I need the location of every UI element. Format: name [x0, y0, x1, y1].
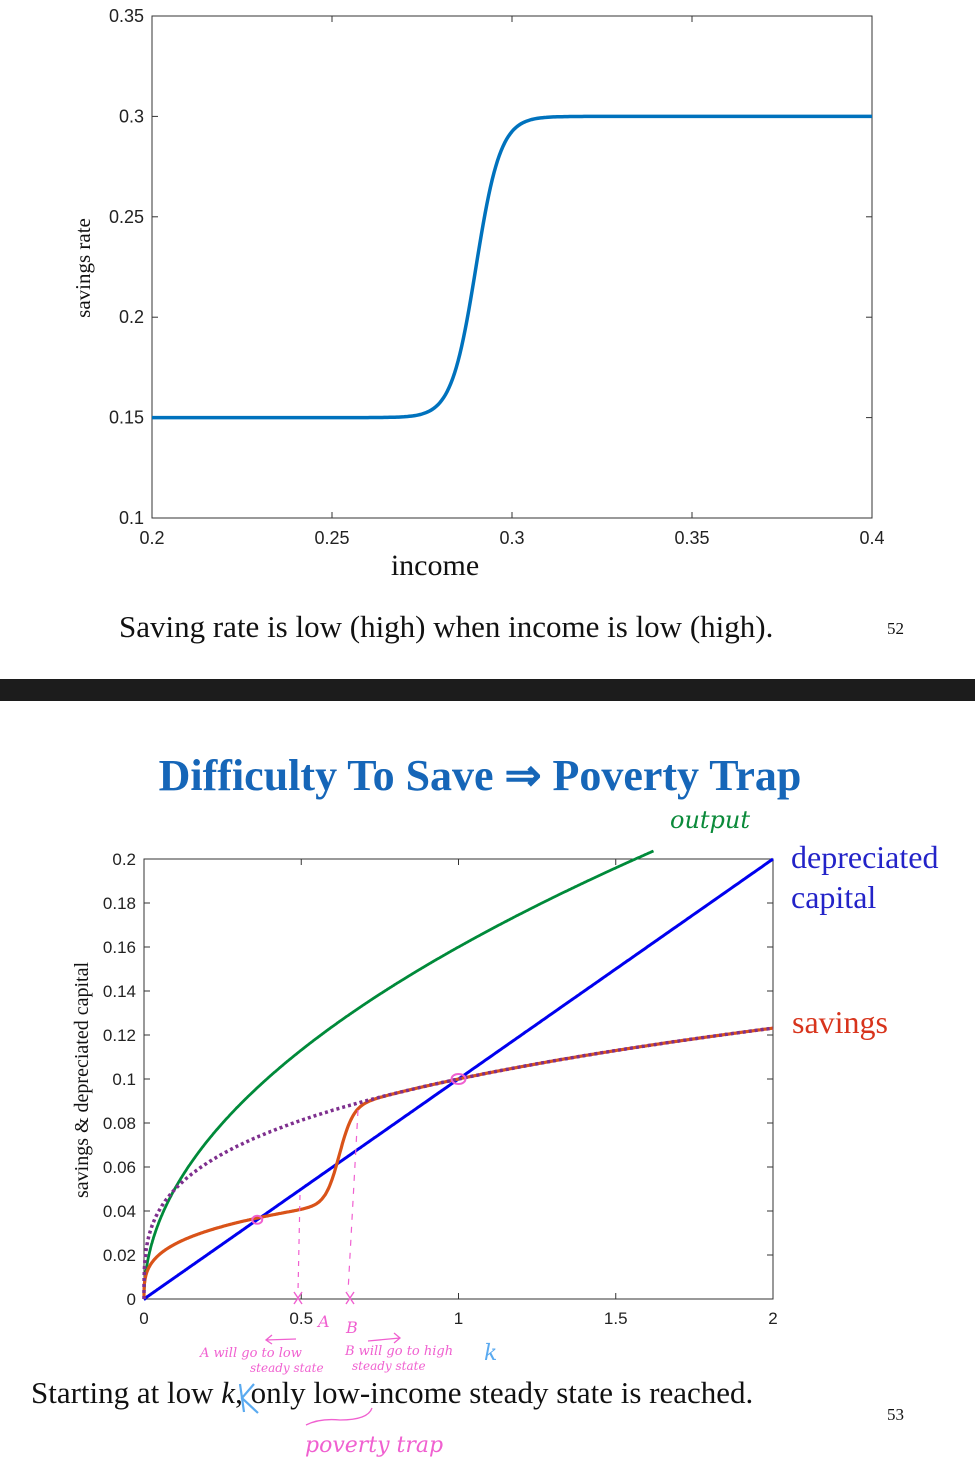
y-tick-label: 0.1	[119, 508, 144, 528]
annotation-B: B	[345, 1318, 358, 1337]
legend-depreciated-capital: capital	[791, 879, 876, 915]
slide2-title: Difficulty To Save ⇒ Poverty Trap	[158, 751, 802, 800]
x-tick-label: 0.35	[674, 528, 709, 548]
y-tick-label: 0.04	[103, 1202, 136, 1221]
slide1-page-number: 52	[887, 619, 904, 638]
slide-divider	[0, 679, 975, 701]
y-tick-label: 0.18	[103, 894, 136, 913]
savings-potential-dotted-line	[142, 1026, 774, 1299]
brace-icon	[305, 1407, 373, 1426]
y-tick-label: 0.12	[103, 1026, 136, 1045]
annotation-B-note-2: steady state	[352, 1359, 426, 1373]
legend-savings: savings	[792, 1004, 888, 1040]
savings-line	[142, 1026, 774, 1299]
arrow-left-icon	[264, 1334, 297, 1345]
y-tick-label: 0.35	[109, 6, 144, 26]
y-tick-label: 0	[127, 1290, 136, 1309]
x-axis-label: income	[391, 549, 479, 582]
y-tick-label: 0.1	[112, 1070, 136, 1089]
x-tick-label: 0	[139, 1309, 148, 1328]
y-tick-label: 0.2	[112, 850, 136, 869]
poverty-trap-chart: 0 0.5 1 1.5 2 0 0.02 0.04 0.06 0.08 0.1 0.12 0.14 0.1…	[71, 806, 938, 1458]
slide2-page-number: 53	[887, 1405, 904, 1424]
mark-x-B-icon	[345, 1291, 355, 1305]
y-tick-label: 0.06	[103, 1158, 136, 1177]
x-tick-label: 0.4	[859, 528, 884, 548]
annotation-B-note: B will go to high	[344, 1344, 453, 1359]
x-tick-label: 1	[454, 1309, 463, 1328]
x-tick-label: 0.25	[314, 528, 349, 548]
plot-frame	[151, 15, 873, 519]
y-tick-label: 0.02	[103, 1246, 136, 1265]
arrow-right-icon	[367, 1332, 402, 1344]
annotation-A-note: A will go to low	[199, 1346, 302, 1361]
caption-end: , only low-income steady state is reache…	[235, 1375, 754, 1410]
y-tick-label: 0.16	[103, 938, 136, 957]
caption-start: Starting at low	[31, 1375, 222, 1410]
annotation-k: k	[484, 1341, 497, 1366]
slide2-caption: Starting at low k, only low-income stead…	[31, 1375, 753, 1411]
legend-depreciated-capital: depreciated	[791, 839, 938, 875]
annotation-output: output	[670, 806, 750, 834]
slide1-caption: Saving rate is low (high) when income is…	[119, 609, 774, 644]
x-tick-label: 0.2	[139, 528, 164, 548]
y-tick-label: 0.2	[119, 307, 144, 327]
annotation-A-note-2: steady state	[250, 1361, 324, 1375]
annotation-A: A	[316, 1312, 330, 1331]
savings-rate-line	[152, 114, 872, 420]
x-tick-label: 1.5	[604, 1309, 628, 1328]
steady-state-high-marker	[450, 1073, 467, 1085]
x-tick-label: 0.5	[289, 1309, 313, 1328]
caption-k-highlight-icon	[238, 1383, 259, 1414]
annotation-poverty-trap: poverty trap	[305, 1433, 443, 1458]
depreciated-capital-line	[142, 857, 774, 1301]
y-tick-label: 0.3	[119, 106, 144, 126]
y-tick-label: 0.14	[103, 982, 136, 1001]
y-axis-label: savings rate	[71, 218, 95, 318]
caption-k: k	[221, 1375, 236, 1410]
savings-rate-chart: savings rate income 0.2 0.25 0.3 0.35 0.4 0.1…	[71, 6, 885, 582]
y-tick-label: 0.25	[109, 207, 144, 227]
guide-line-A	[297, 1194, 301, 1293]
x-tick-label: 0.3	[499, 528, 524, 548]
x-tick-label: 2	[768, 1309, 777, 1328]
mark-x-A-icon	[293, 1291, 303, 1305]
y-axis-label: savings & depreciated capital	[71, 962, 93, 1198]
guide-line-B	[347, 1109, 359, 1293]
y-tick-label: 0.08	[103, 1114, 136, 1133]
steady-state-low-marker	[251, 1214, 264, 1225]
output-line	[142, 849, 655, 1299]
y-tick-label: 0.15	[109, 408, 144, 428]
